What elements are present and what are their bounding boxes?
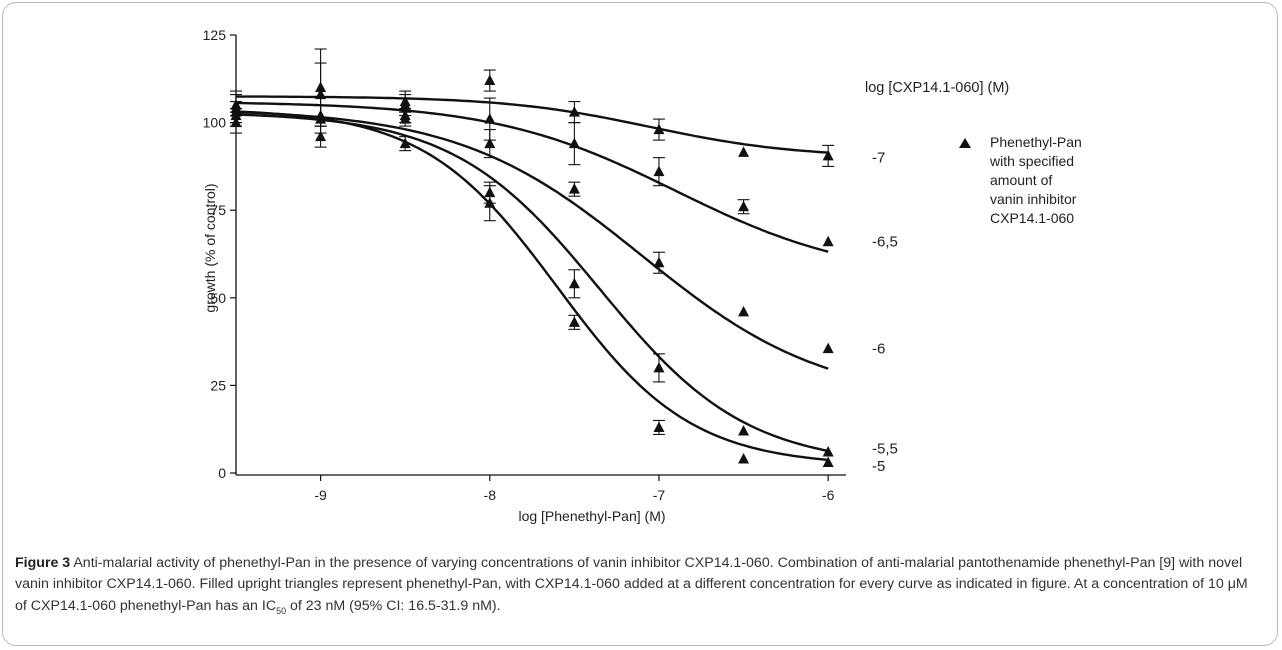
y-tick-label: 100 [203, 115, 227, 131]
data-point-triangle [568, 277, 580, 289]
data-point-triangle [399, 137, 411, 149]
y-axis-label: growth (% of control) [202, 183, 218, 312]
data-point-triangle [399, 99, 411, 110]
data-point-triangle [484, 113, 496, 124]
fit-curve [236, 101, 829, 253]
data-point-triangle [653, 421, 665, 432]
x-tick-label: -8 [484, 487, 497, 503]
series-label: -5,5 [872, 440, 898, 457]
data-points [230, 48, 835, 467]
legend-line: with specified [989, 153, 1074, 169]
y-tick-label: 125 [203, 27, 227, 43]
fit-curve [235, 110, 829, 370]
data-point-triangle [738, 452, 750, 464]
data-point-triangle [315, 130, 327, 142]
data-point-triangle [653, 123, 665, 135]
fit-curve [235, 110, 829, 462]
data-point-triangle [484, 197, 496, 208]
data-point-triangle [315, 88, 327, 100]
data-point-triangle [568, 106, 580, 117]
data-point-triangle [822, 456, 834, 467]
legend-line: CXP14.1-060 [990, 210, 1074, 226]
series-label: -6,5 [872, 234, 898, 251]
data-point-triangle [822, 445, 834, 457]
series-labels: -7 -6,5 -6 -5,5-5 [872, 150, 898, 475]
data-point-triangle [484, 137, 496, 149]
fit-curve [235, 113, 829, 453]
data-point-triangle [230, 116, 242, 128]
legend-line: vanin inhibitor [990, 191, 1077, 207]
x-tick-label: -9 [314, 487, 327, 503]
data-point-triangle [738, 305, 750, 317]
data-point-triangle [315, 109, 327, 121]
data-point-triangle [653, 256, 665, 268]
caption-subscript: 50 [276, 605, 287, 616]
x-tick-label: -7 [653, 487, 666, 503]
dose-response-chart: 0 25 50 75 100 125 -9 -8 -7 -6 -7 -6,5 -6 -5,5-5 gro… [202, 27, 1082, 524]
data-point-triangle [822, 342, 834, 354]
y-tick-label: 75 [210, 202, 226, 218]
data-point-triangle [568, 183, 580, 194]
data-point-triangle [738, 146, 750, 157]
y-tick-label: 0 [218, 465, 226, 481]
caption-text: Anti-malarial activity of phenethyl-Pan … [15, 555, 1248, 614]
caption-text-end: of 23 nM (95% CI: 16.5-31.9 nM). [286, 597, 501, 614]
data-point-triangle [822, 235, 834, 247]
y-tick-label: 25 [210, 377, 226, 393]
figure-caption: Figure 3 Anti-malarial activity of phene… [15, 553, 1260, 617]
data-point-triangle [230, 99, 242, 110]
x-axis-label: log [Phenethyl-Pan] (M) [518, 508, 665, 524]
legend-line: Phenethyl-Pan [990, 134, 1082, 150]
chart-axes: 0 25 50 75 100 125 -9 -8 -7 -6 [203, 27, 846, 503]
data-point-triangle [484, 74, 496, 86]
data-point-triangle [653, 361, 665, 373]
fit-curves [235, 95, 829, 462]
series-label: -7 [872, 150, 885, 167]
y-tick-label: 50 [210, 290, 226, 306]
series-label: -5 [872, 458, 885, 475]
legend-triangle-marker [959, 138, 971, 148]
legend-line: amount of [990, 172, 1052, 188]
data-point-triangle [738, 200, 750, 212]
x-tick-label: -6 [822, 487, 835, 503]
data-point-triangle [568, 316, 580, 327]
legend-title: log [CXP14.1-060] (M) [865, 80, 1009, 96]
fit-curve [235, 95, 829, 154]
caption-label: Figure 3 [15, 555, 71, 571]
data-point-triangle [653, 165, 665, 177]
data-point-triangle [738, 424, 750, 436]
series-label: -6 [872, 341, 885, 358]
data-point-triangle [822, 149, 834, 161]
legend: Phenethyl-Pan with specified amount of v… [959, 134, 1082, 226]
data-point-triangle [399, 113, 411, 124]
data-point-triangle [568, 137, 580, 149]
